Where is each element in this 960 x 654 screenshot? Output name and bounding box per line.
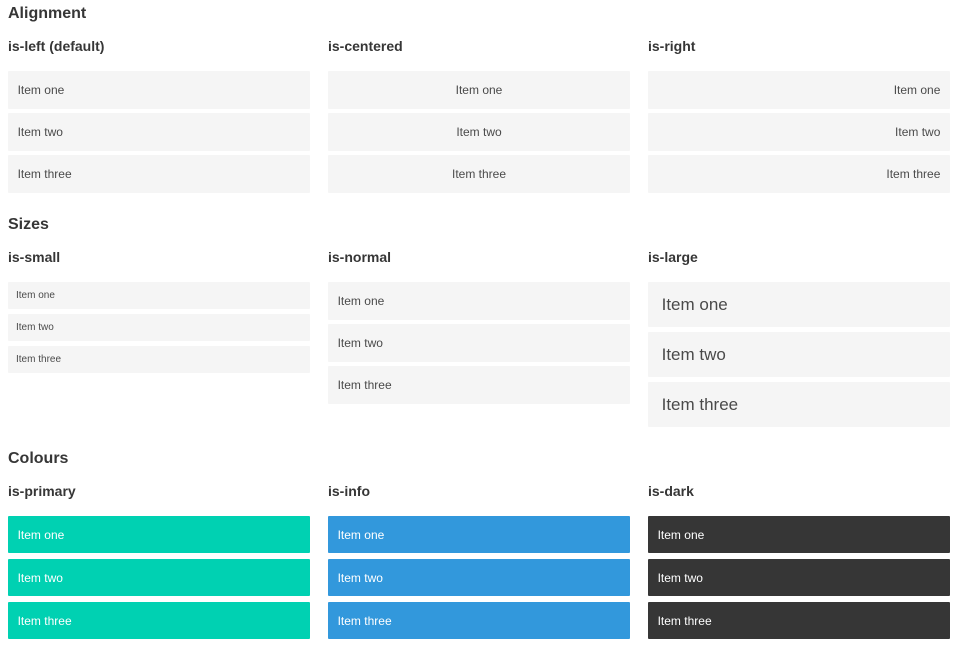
section-title-colours: Colours: [8, 450, 69, 467]
list-item: Item three: [8, 346, 310, 373]
group-label-is-dark: is-dark: [648, 483, 694, 499]
item-list-centered: Item one Item two Item three: [328, 71, 630, 193]
group-is-large: is-large Item one Item two Item three: [648, 250, 950, 427]
list-item: Item two: [328, 559, 630, 596]
item-list-right: Item one Item two Item three: [648, 71, 950, 193]
list-item: Item two: [8, 559, 310, 596]
list-item: Item one: [648, 71, 950, 109]
group-is-centered: is-centered Item one Item two Item three: [328, 39, 630, 193]
list-item: Item two: [648, 113, 950, 151]
list-item: Item two: [648, 332, 950, 377]
list-item: Item three: [328, 602, 630, 639]
group-label-is-small: is-small: [8, 249, 61, 265]
group-label-is-normal: is-normal: [328, 249, 392, 265]
sizes-columns: is-small Item one Item two Item three is…: [8, 250, 950, 427]
list-item: Item three: [328, 155, 630, 193]
list-item: Item three: [8, 602, 310, 639]
item-list-large: Item one Item two Item three: [648, 282, 950, 427]
list-item: Item one: [328, 71, 630, 109]
group-is-dark: is-dark Item one Item two Item three: [648, 484, 950, 639]
item-list-normal: Item one Item two Item three: [328, 282, 630, 404]
group-is-right: is-right Item one Item two Item three: [648, 39, 950, 193]
colours-columns: is-primary Item one Item two Item three …: [8, 484, 950, 639]
list-item: Item two: [8, 113, 310, 151]
list-item: Item one: [8, 516, 310, 553]
group-label-is-centered: is-centered: [328, 38, 403, 54]
list-item: Item two: [328, 113, 630, 151]
group-is-small: is-small Item one Item two Item three: [8, 250, 310, 427]
list-item: Item two: [648, 559, 950, 596]
list-item: Item two: [328, 324, 630, 362]
item-list-small: Item one Item two Item three: [8, 282, 310, 373]
section-colours: Colours is-primary Item one Item two Ite…: [8, 450, 950, 639]
list-item: Item one: [648, 516, 950, 553]
list-item: Item one: [328, 516, 630, 553]
item-list-info: Item one Item two Item three: [328, 516, 630, 639]
list-item: Item three: [648, 382, 950, 427]
group-is-normal: is-normal Item one Item two Item three: [328, 250, 630, 427]
group-label-is-large: is-large: [648, 249, 698, 265]
section-title-sizes: Sizes: [8, 216, 49, 233]
group-is-left: is-left (default) Item one Item two Item…: [8, 39, 310, 193]
group-is-primary: is-primary Item one Item two Item three: [8, 484, 310, 639]
item-list-left: Item one Item two Item three: [8, 71, 310, 193]
list-item: Item one: [8, 282, 310, 309]
item-list-dark: Item one Item two Item three: [648, 516, 950, 639]
list-item: Item two: [8, 314, 310, 341]
list-item: Item three: [8, 155, 310, 193]
section-sizes: Sizes is-small Item one Item two Item th…: [8, 216, 950, 427]
item-list-primary: Item one Item two Item three: [8, 516, 310, 639]
group-is-info: is-info Item one Item two Item three: [328, 484, 630, 639]
group-label-is-right: is-right: [648, 38, 696, 54]
section-alignment: Alignment is-left (default) Item one Ite…: [8, 5, 950, 193]
group-label-is-primary: is-primary: [8, 483, 76, 499]
alignment-columns: is-left (default) Item one Item two Item…: [8, 39, 950, 193]
group-label-is-left: is-left (default): [8, 38, 105, 54]
list-item: Item three: [648, 602, 950, 639]
list-item: Item one: [8, 71, 310, 109]
list-item: Item one: [328, 282, 630, 320]
group-label-is-info: is-info: [328, 483, 370, 499]
list-item: Item one: [648, 282, 950, 327]
section-title-alignment: Alignment: [8, 5, 87, 22]
list-item: Item three: [328, 366, 630, 404]
list-item: Item three: [648, 155, 950, 193]
